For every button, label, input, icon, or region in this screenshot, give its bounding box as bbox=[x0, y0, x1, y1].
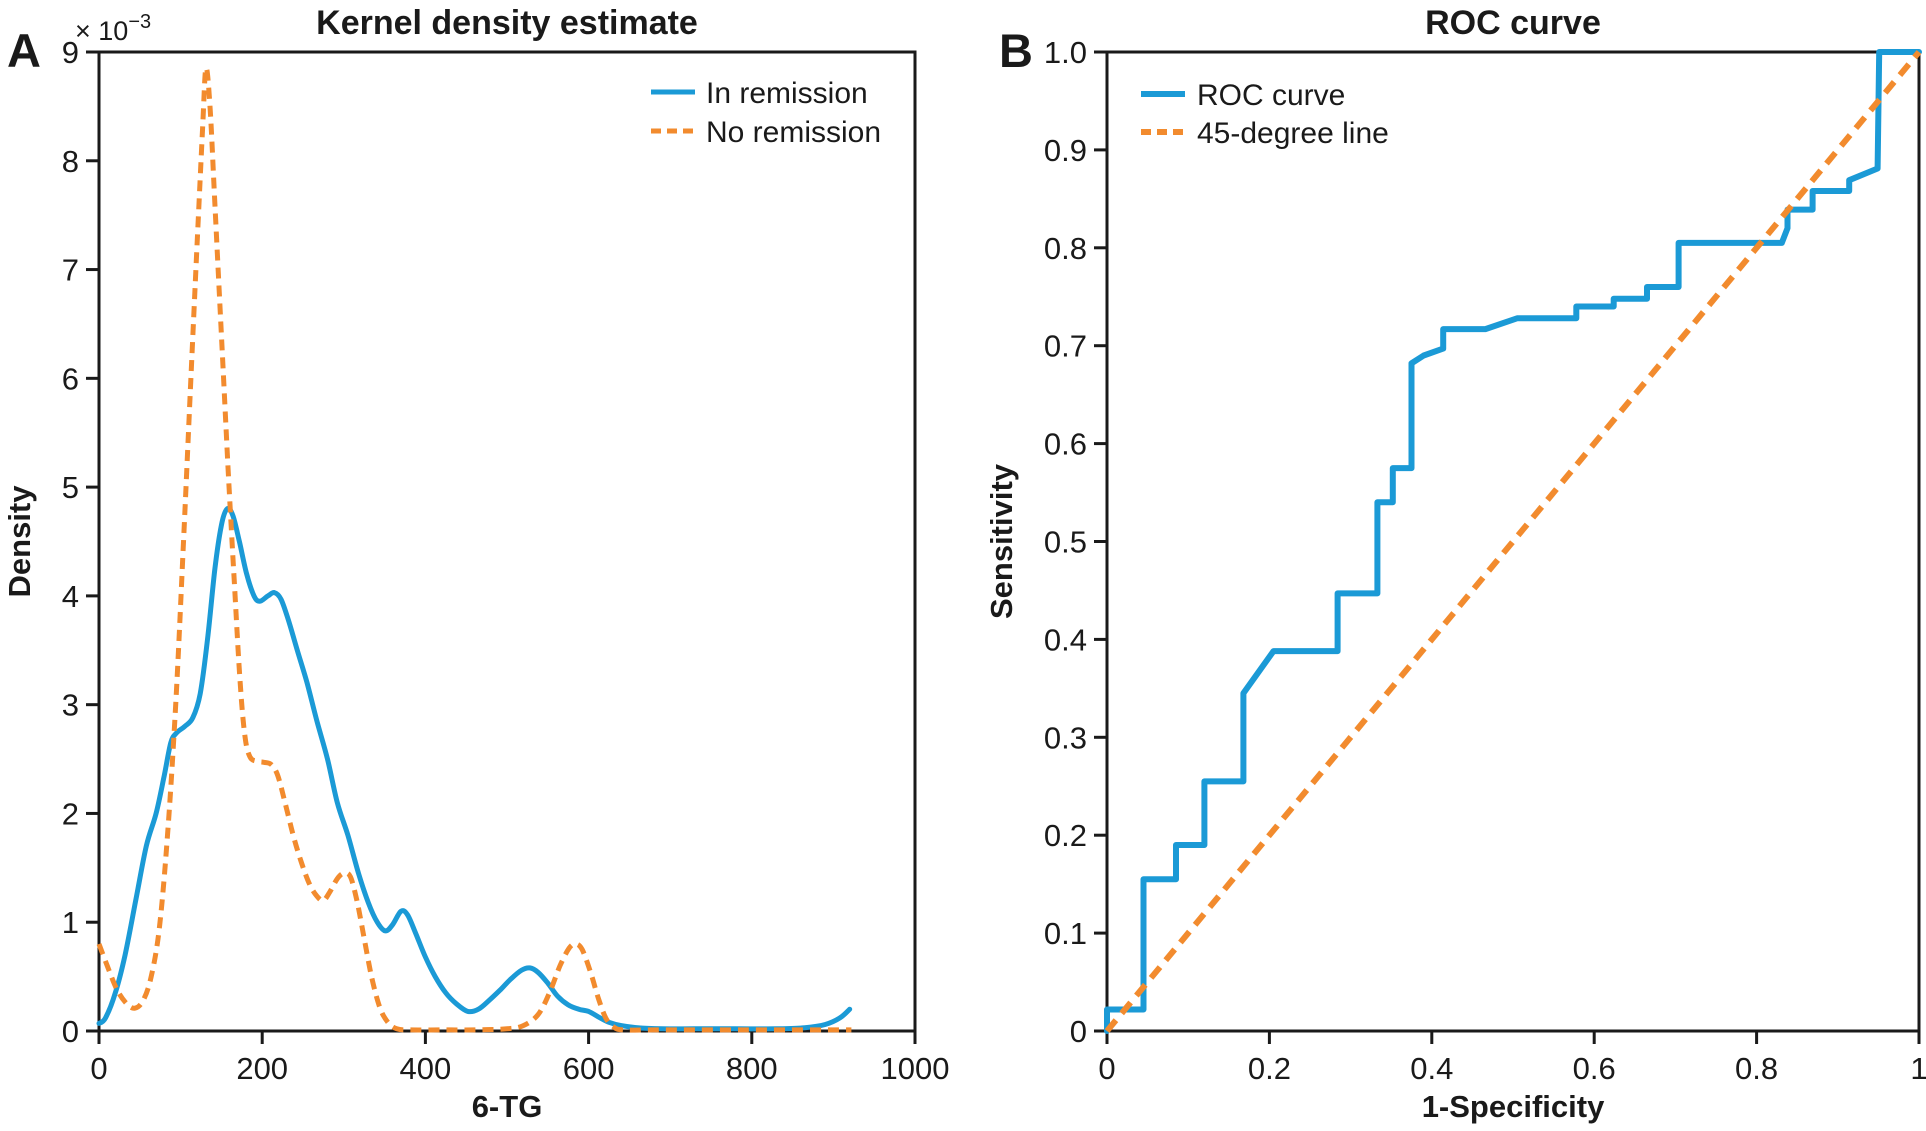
x-tick-label: 0.4 bbox=[1410, 1051, 1453, 1086]
plot-box bbox=[97, 50, 917, 1033]
y-tick-label: 0 bbox=[62, 1014, 79, 1049]
x-tick-label: 0 bbox=[90, 1051, 107, 1086]
y-tick-label: 1.0 bbox=[1044, 35, 1087, 70]
y-axis-label: Sensitivity bbox=[984, 463, 1019, 619]
series-45-degree-line bbox=[1104, 50, 1922, 1033]
y-tick-label: 2 bbox=[62, 796, 79, 831]
x-tick-label: 0 bbox=[1098, 1051, 1115, 1086]
panel-b-label: B bbox=[999, 24, 1033, 77]
y-tick-label: 0.9 bbox=[1044, 133, 1087, 168]
legend-label: ROC curve bbox=[1197, 79, 1345, 112]
y-tick-label: 0.2 bbox=[1044, 818, 1087, 853]
x-tick-label: 1000 bbox=[881, 1051, 950, 1086]
y-tick-label: 8 bbox=[62, 144, 79, 179]
y-tick-label: 0.1 bbox=[1044, 916, 1087, 951]
y-tick-label: 0.3 bbox=[1044, 720, 1087, 755]
x-tick-label: 0.6 bbox=[1573, 1051, 1616, 1086]
x-tick-label: 200 bbox=[236, 1051, 288, 1086]
y-tick-label: 6 bbox=[62, 361, 79, 396]
x-tick-label: 400 bbox=[400, 1051, 452, 1086]
y-tick-label: 0.8 bbox=[1044, 231, 1087, 266]
y-tick-label: 0.7 bbox=[1044, 329, 1087, 364]
series-in-remission bbox=[96, 505, 853, 1032]
x-axis-label: 6-TG bbox=[472, 1089, 543, 1124]
y-tick-label: 1 bbox=[62, 905, 79, 940]
panel-b: 0 0.2 0.4 0.6 0.8 1 0 0.1 0.2 0.3 0.4 0.5 0.6 0.7 0.8 0… bbox=[984, 4, 1926, 1124]
chart-title: ROC curve bbox=[1425, 4, 1601, 42]
x-tick-label: 0.8 bbox=[1735, 1051, 1778, 1086]
x-tick-label: 800 bbox=[726, 1051, 778, 1086]
legend-label: No remission bbox=[706, 116, 881, 149]
legend-label: In remission bbox=[706, 77, 868, 110]
x-axis-label: 1-Specificity bbox=[1422, 1089, 1605, 1124]
y-tick-label: 4 bbox=[62, 579, 79, 614]
y-tick-label: 0 bbox=[1070, 1014, 1087, 1049]
y-tick-label: 5 bbox=[62, 470, 79, 505]
panel-a-label: A bbox=[7, 24, 41, 77]
x-tick-label: 600 bbox=[563, 1051, 615, 1086]
panel-a: 0 200 400 600 800 1000 0 1 2 3 4 5 6 7 8 9 Kernel densit… bbox=[2, 4, 949, 1124]
y-tick-label: 7 bbox=[62, 253, 79, 288]
y-tick-label: 0.4 bbox=[1044, 622, 1087, 657]
series-no-remission bbox=[96, 65, 852, 1033]
y-tick-label: 0.6 bbox=[1044, 427, 1087, 462]
y-scale-multiplier: × 10−3 bbox=[75, 11, 151, 46]
x-tick-label: 1 bbox=[1910, 1051, 1926, 1086]
y-tick-label: 0.5 bbox=[1044, 525, 1087, 560]
chart-title: Kernel density estimate bbox=[316, 4, 698, 42]
x-tick-label: 0.2 bbox=[1248, 1051, 1291, 1086]
y-tick-label: 9 bbox=[62, 35, 79, 70]
legend-label: 45-degree line bbox=[1197, 117, 1389, 150]
y-axis-label: Density bbox=[2, 485, 37, 598]
y-tick-label: 3 bbox=[62, 688, 79, 723]
